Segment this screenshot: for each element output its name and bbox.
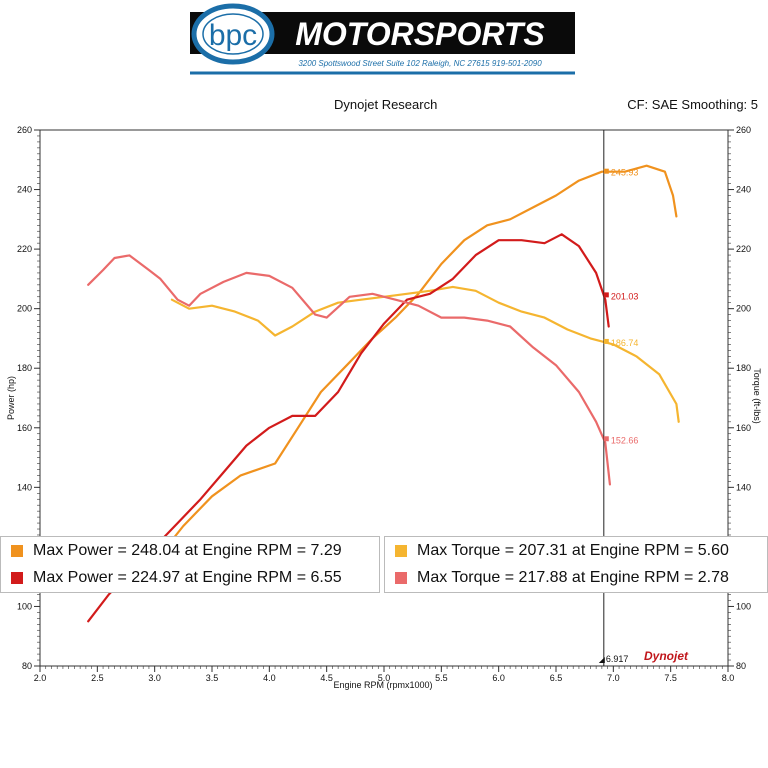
y-tick-label: 200 bbox=[17, 304, 32, 314]
legend-label: Max Power = 224.97 at Engine RPM = 6.55 bbox=[33, 569, 342, 586]
legend-swatch bbox=[11, 572, 23, 584]
cursor-label: 6.917 bbox=[606, 654, 629, 664]
x-tick-label: 6.0 bbox=[492, 673, 505, 683]
x-tick-label: 2.0 bbox=[34, 673, 47, 683]
legend-item: Max Power = 248.04 at Engine RPM = 7.29 bbox=[1, 538, 342, 564]
legend-swatch bbox=[11, 545, 23, 557]
y-tick-label: 220 bbox=[17, 244, 32, 254]
y2-tick-label: 220 bbox=[736, 244, 751, 254]
series-group bbox=[87, 164, 680, 623]
x-tick-label: 7.5 bbox=[664, 673, 677, 683]
series-line-3 bbox=[87, 233, 610, 623]
x-tick-label: 2.5 bbox=[91, 673, 104, 683]
axes: 2.0 2.5 3.0 3.5 4.0 4.5 5.0 5.5 6.0 6.5 7.0 7.5 8.08… bbox=[17, 125, 751, 683]
y-tick-label: 260 bbox=[17, 125, 32, 135]
series-line-4 bbox=[87, 254, 612, 486]
y-tick-label: 160 bbox=[17, 423, 32, 433]
legend-label: Max Power = 248.04 at Engine RPM = 7.29 bbox=[33, 542, 342, 559]
y2-tick-label: 80 bbox=[736, 661, 746, 671]
logo-address: 3200 Spottswood Street Suite 102 Raleigh… bbox=[298, 59, 542, 68]
y2-tick-label: 200 bbox=[736, 304, 751, 314]
x-tick-label: 6.5 bbox=[550, 673, 563, 683]
y2-axis-label: Torque (ft-lbs) bbox=[752, 368, 762, 424]
x-tick-label: 3.0 bbox=[148, 673, 161, 683]
y2-tick-label: 100 bbox=[736, 601, 751, 611]
y2-tick-label: 260 bbox=[736, 125, 751, 135]
legend-label: Max Torque = 207.31 at Engine RPM = 5.60 bbox=[417, 542, 729, 559]
series-end-marker bbox=[603, 436, 609, 442]
logo-bpc-text: bpc bbox=[209, 19, 257, 52]
cursor-arrow bbox=[598, 657, 605, 663]
x-tick-label: 4.5 bbox=[320, 673, 333, 683]
header-correction-factor: CF: SAE Smoothing: 5 bbox=[627, 97, 758, 112]
x-tick-label: 3.5 bbox=[206, 673, 219, 683]
legend-item: Max Torque = 207.31 at Engine RPM = 5.60 bbox=[385, 538, 729, 564]
series-end-label: 201.03 bbox=[611, 291, 639, 301]
bpc-motorsports-logo: bpc MOTORSPORTS 3200 Spottswood Street S… bbox=[190, 3, 575, 75]
header-dynojet-research: Dynojet Research bbox=[334, 97, 438, 112]
series-end-label: 152.66 bbox=[611, 435, 639, 445]
y-tick-label: 80 bbox=[22, 661, 32, 671]
legend-right: Max Torque = 207.31 at Engine RPM = 5.60… bbox=[384, 536, 768, 593]
x-tick-label: 5.5 bbox=[435, 673, 448, 683]
legend-item: Max Power = 224.97 at Engine RPM = 6.55 bbox=[1, 565, 342, 591]
dynojet-brand-mark: Dynojet bbox=[644, 649, 689, 663]
logo-motorsports-text: MOTORSPORTS bbox=[295, 16, 545, 52]
legend-label: Max Torque = 217.88 at Engine RPM = 2.78 bbox=[417, 569, 729, 586]
y-tick-label: 180 bbox=[17, 363, 32, 373]
x-tick-label: 8.0 bbox=[722, 673, 735, 683]
legend-left: Max Power = 248.04 at Engine RPM = 7.29 … bbox=[0, 536, 380, 593]
series-end-marker bbox=[603, 168, 609, 174]
y2-tick-label: 160 bbox=[736, 423, 751, 433]
x-tick-label: 4.0 bbox=[263, 673, 276, 683]
legend-swatch bbox=[395, 572, 407, 584]
y-tick-label: 240 bbox=[17, 185, 32, 195]
series-end-label: 186.74 bbox=[611, 338, 639, 348]
y-axis-label: Power (hp) bbox=[6, 376, 16, 420]
series-end-marker bbox=[603, 292, 609, 298]
y2-tick-label: 240 bbox=[736, 185, 751, 195]
series-end-label: 245.93 bbox=[611, 168, 639, 178]
legend-swatch bbox=[395, 545, 407, 557]
x-axis-label: Engine RPM (rpmx1000) bbox=[333, 680, 432, 690]
legend-item: Max Torque = 217.88 at Engine RPM = 2.78 bbox=[385, 565, 729, 591]
y-tick-label: 140 bbox=[17, 482, 32, 492]
x-tick-label: 7.0 bbox=[607, 673, 620, 683]
x-tick-label: 5.0 bbox=[378, 673, 391, 683]
y2-tick-label: 140 bbox=[736, 482, 751, 492]
series-end-marker bbox=[603, 338, 609, 344]
series-line-2 bbox=[170, 285, 680, 423]
series-line-1 bbox=[153, 164, 678, 563]
y-tick-label: 100 bbox=[17, 601, 32, 611]
y2-tick-label: 180 bbox=[736, 363, 751, 373]
